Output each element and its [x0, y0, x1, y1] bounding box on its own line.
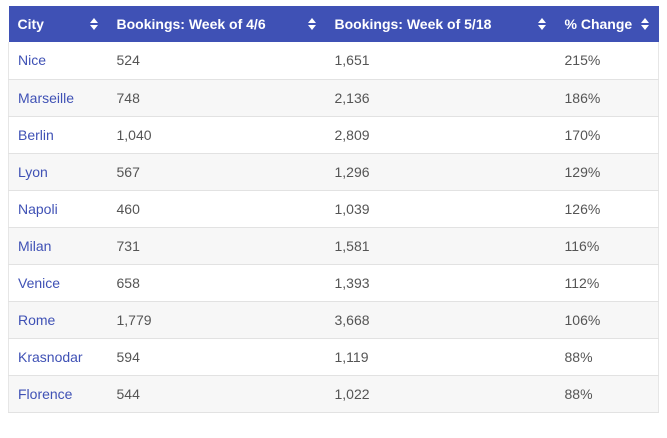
cell-week2: 1,581: [325, 227, 556, 265]
cell-city: Milan: [8, 227, 108, 265]
column-header-bookings-week-4-6[interactable]: Bookings: Week of 4/6: [107, 6, 326, 42]
sort-updown-icon[interactable]: [307, 18, 317, 30]
column-header-label: Bookings: Week of 4/6: [116, 16, 266, 32]
cell-change: 126%: [555, 190, 659, 228]
table-row: Berlin 1,040 2,809 170%: [8, 116, 659, 154]
table-row: Lyon 567 1,296 129%: [8, 153, 659, 191]
column-header-label: % Change: [564, 16, 633, 32]
column-header-percent-change[interactable]: % Change: [555, 6, 659, 42]
cell-city: Nice: [8, 42, 108, 80]
table-row: Venice 658 1,393 112%: [8, 264, 659, 302]
cell-week1: 594: [107, 338, 326, 376]
table-row: Napoli 460 1,039 126%: [8, 190, 659, 228]
cell-city: Marseille: [8, 79, 108, 117]
column-header-label: Bookings: Week of 5/18: [334, 16, 492, 32]
cell-week1: 544: [107, 375, 326, 413]
cell-change: 186%: [555, 79, 659, 117]
column-header-bookings-week-5-18[interactable]: Bookings: Week of 5/18: [325, 6, 556, 42]
sort-updown-icon[interactable]: [537, 18, 547, 30]
cell-change: 215%: [555, 42, 659, 80]
table-row: Nice 524 1,651 215%: [8, 42, 659, 80]
cell-change: 106%: [555, 301, 659, 339]
table-row: Krasnodar 594 1,119 88%: [8, 338, 659, 376]
cell-week2: 1,651: [325, 42, 556, 80]
cell-week2: 1,022: [325, 375, 556, 413]
cell-change: 170%: [555, 116, 659, 154]
table-row: Milan 731 1,581 116%: [8, 227, 659, 265]
cell-week1: 524: [107, 42, 326, 80]
sort-updown-icon[interactable]: [89, 18, 99, 30]
table-row: Marseille 748 2,136 186%: [8, 79, 659, 117]
cell-change: 88%: [555, 338, 659, 376]
cell-week2: 1,296: [325, 153, 556, 191]
cell-city: Berlin: [8, 116, 108, 154]
cell-city: Lyon: [8, 153, 108, 191]
cell-week2: 3,668: [325, 301, 556, 339]
cell-week1: 731: [107, 227, 326, 265]
cell-city: Rome: [8, 301, 108, 339]
cell-city: Krasnodar: [8, 338, 108, 376]
cell-week2: 2,809: [325, 116, 556, 154]
column-header-label: City: [17, 16, 44, 32]
cell-change: 112%: [555, 264, 659, 302]
table-header: City Bookings: Week of 4/6 Bookings: Wee…: [8, 6, 659, 42]
cell-week2: 1,039: [325, 190, 556, 228]
cell-city: Napoli: [8, 190, 108, 228]
cell-week2: 1,393: [325, 264, 556, 302]
cell-week1: 1,040: [107, 116, 326, 154]
table-row: Rome 1,779 3,668 106%: [8, 301, 659, 339]
header-row: City Bookings: Week of 4/6 Bookings: Wee…: [8, 6, 659, 42]
sort-updown-icon[interactable]: [640, 18, 650, 30]
cell-city: Florence: [8, 375, 108, 413]
cell-change: 129%: [555, 153, 659, 191]
cell-week1: 1,779: [107, 301, 326, 339]
cell-week1: 460: [107, 190, 326, 228]
cell-week2: 1,119: [325, 338, 556, 376]
cell-change: 116%: [555, 227, 659, 265]
cell-week1: 748: [107, 79, 326, 117]
cell-week2: 2,136: [325, 79, 556, 117]
cell-city: Venice: [8, 264, 108, 302]
table-body: Nice 524 1,651 215% Marseille 748 2,136 …: [8, 42, 659, 413]
bookings-table-container: City Bookings: Week of 4/6 Bookings: Wee…: [8, 6, 659, 413]
column-header-city[interactable]: City: [8, 6, 108, 42]
cell-week1: 658: [107, 264, 326, 302]
bookings-table: City Bookings: Week of 4/6 Bookings: Wee…: [8, 6, 659, 413]
cell-change: 88%: [555, 375, 659, 413]
table-row: Florence 544 1,022 88%: [8, 375, 659, 413]
cell-week1: 567: [107, 153, 326, 191]
